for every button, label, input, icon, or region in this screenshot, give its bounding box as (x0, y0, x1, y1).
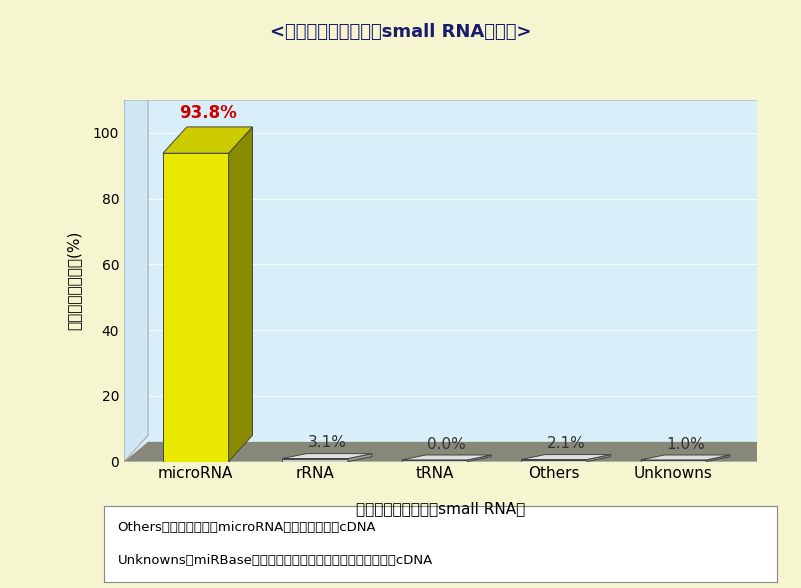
Polygon shape (706, 455, 730, 462)
Text: 2.1%: 2.1% (546, 436, 586, 452)
Polygon shape (402, 455, 491, 460)
Text: Others：他の動物種のmicroRNAと相同性を持つcDNA: Others：他の動物種のmicroRNAと相同性を持つcDNA (118, 520, 376, 533)
Polygon shape (348, 453, 372, 462)
Polygon shape (283, 459, 348, 462)
Polygon shape (402, 460, 468, 462)
Polygon shape (228, 127, 252, 462)
Text: 1.0%: 1.0% (666, 437, 705, 452)
Y-axis label: クローニング比率(%): クローニング比率(%) (66, 231, 82, 330)
Polygon shape (124, 74, 148, 462)
Polygon shape (587, 455, 610, 462)
Text: <クローニングされたsmall RNAの内訳>: <クローニングされたsmall RNAの内訳> (270, 24, 531, 41)
Polygon shape (641, 460, 706, 462)
Text: クローニングされたsmall RNA種: クローニングされたsmall RNA種 (356, 501, 525, 516)
Text: Unknowns：miRBaseには未登録だが、ゲノム配列と一致するcDNA: Unknowns：miRBaseには未登録だが、ゲノム配列と一致するcDNA (118, 554, 433, 567)
Polygon shape (521, 459, 587, 462)
Polygon shape (124, 442, 781, 462)
Polygon shape (283, 453, 372, 459)
Polygon shape (641, 455, 730, 460)
Text: 3.1%: 3.1% (308, 435, 347, 450)
Polygon shape (521, 455, 610, 459)
Polygon shape (468, 455, 491, 462)
Polygon shape (163, 127, 252, 153)
Text: 93.8%: 93.8% (179, 104, 236, 122)
Text: 0.0%: 0.0% (427, 437, 466, 452)
Polygon shape (163, 153, 228, 462)
Polygon shape (124, 74, 781, 100)
